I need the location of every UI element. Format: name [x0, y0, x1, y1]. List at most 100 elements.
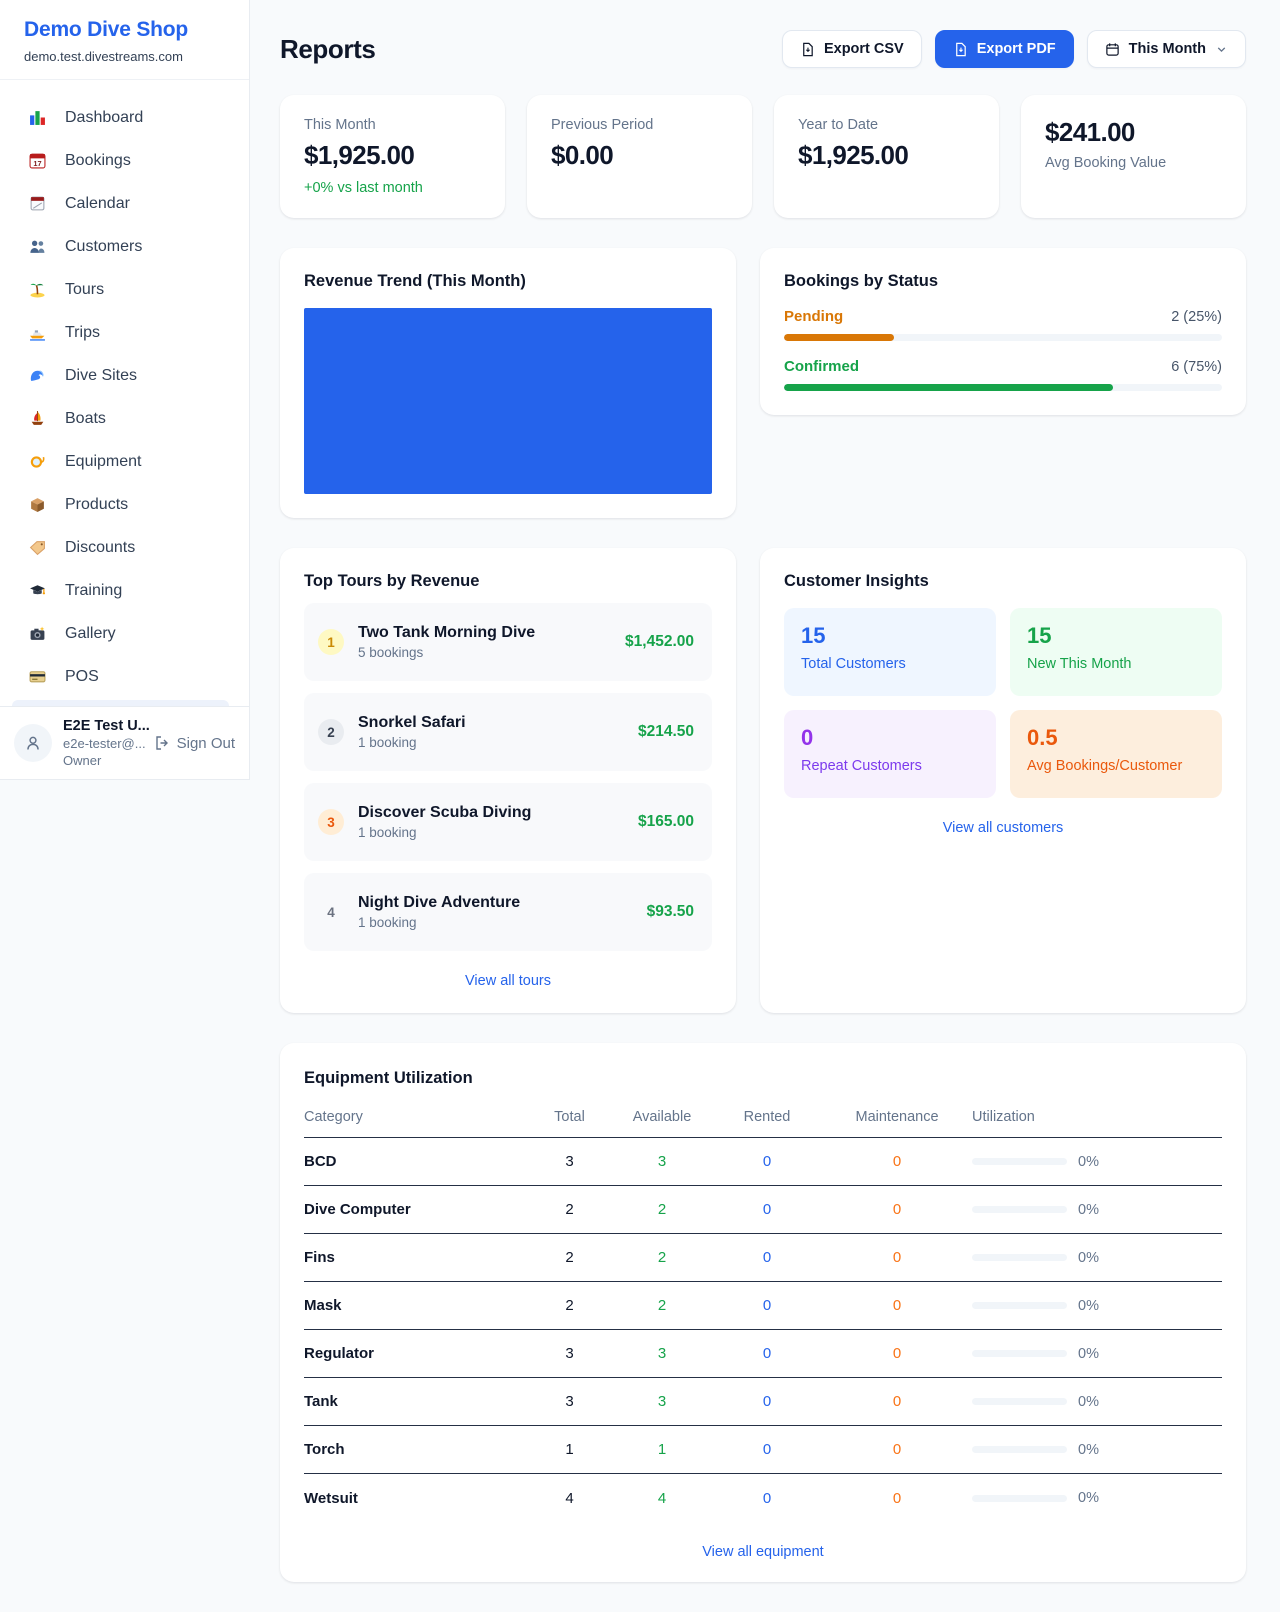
sidebar-item-bookings[interactable]: 17 Bookings: [28, 139, 239, 182]
top-tours-card: Top Tours by Revenue 1 Two Tank Morning …: [280, 548, 736, 1013]
tour-name: Two Tank Morning Dive: [358, 624, 536, 641]
customer-insights-card: Customer Insights 15 Total Customers 15 …: [760, 548, 1246, 1013]
sidebar-item-label: Dive Sites: [65, 366, 138, 384]
equipment-category: Dive Computer: [304, 1201, 411, 1218]
view-all-customers-link[interactable]: View all customers: [942, 820, 1064, 836]
user-email: e2e-tester@...: [63, 736, 146, 751]
sidebar-item-label: Discounts: [65, 538, 136, 556]
rank-badge: 3: [318, 809, 344, 835]
svg-text:17: 17: [33, 159, 41, 168]
utilization-cell: 0%: [972, 1298, 1222, 1314]
sidebar-item-gallery[interactable]: Gallery: [28, 612, 239, 655]
header-actions: Export CSV Export PDF This Month: [781, 30, 1246, 68]
rank-badge: 4: [327, 904, 335, 920]
bar-chart-icon: [28, 109, 46, 127]
insight-value: 0: [801, 725, 814, 750]
stat-card-previous-period: Previous Period $0.00: [527, 95, 752, 218]
export-pdf-button[interactable]: Export PDF: [934, 30, 1074, 68]
sidebar-item-label: POS: [65, 667, 99, 685]
status-value: 6 (75%): [1171, 359, 1222, 375]
brand-domain: demo.test.divestreams.com: [24, 49, 183, 64]
sidebar-item-discounts[interactable]: Discounts: [28, 526, 239, 569]
price-tag-icon: [28, 539, 46, 557]
brand-name: Demo Dive Shop: [24, 18, 189, 41]
camera-flash-icon: [28, 625, 46, 643]
row-revenue-status: Revenue Trend (This Month) Bookings by S…: [280, 248, 1246, 518]
view-all-equipment-link[interactable]: View all equipment: [702, 1544, 824, 1560]
user-name: E2E Test U...: [63, 718, 150, 734]
sidebar-item-equipment[interactable]: Equipment: [28, 440, 239, 483]
export-csv-button[interactable]: Export CSV: [781, 30, 922, 68]
sidebar-item-label: Trips: [65, 323, 100, 341]
tour-row[interactable]: 2 Snorkel Safari 1 booking $214.50: [304, 693, 712, 771]
package-box-icon: [28, 496, 46, 514]
equipment-rented: 0: [762, 1297, 772, 1314]
status-progress-fill: [784, 334, 894, 341]
calendar-icon: [1105, 42, 1119, 56]
equipment-maintenance: 0: [892, 1153, 902, 1170]
stat-label: This Month: [304, 117, 376, 133]
utilization-bar: [972, 1158, 1067, 1165]
sidebar-item-trips[interactable]: Trips: [28, 311, 239, 354]
utilization-cell: 0%: [972, 1202, 1222, 1218]
utilization-bar: [972, 1350, 1067, 1357]
desert-island-icon: [28, 281, 46, 299]
table-row: Regulator 3 3 0 0 0%: [304, 1330, 1222, 1378]
stat-value: $241.00: [1045, 117, 1135, 147]
sailboat-icon: [28, 410, 46, 428]
sidebar-item-dive-sites[interactable]: Dive Sites: [28, 354, 239, 397]
equipment-total: 3: [565, 1153, 574, 1170]
sidebar-item-dashboard[interactable]: Dashboard: [28, 96, 239, 139]
logout-icon: [155, 736, 168, 750]
period-label: This Month: [1128, 41, 1206, 57]
sidebar-item-label: Gallery: [65, 624, 116, 642]
spiral-calendar-icon: [28, 195, 46, 213]
equipment-total: 4: [565, 1489, 574, 1507]
sidebar-item-products[interactable]: Products: [28, 483, 239, 526]
insight-tile-repeat-customers: 0 Repeat Customers: [784, 710, 996, 798]
view-all-tours-link[interactable]: View all tours: [465, 973, 551, 989]
table-row: BCD 3 3 0 0 0%: [304, 1138, 1222, 1186]
stat-card-avg-booking-value: $241.00 Avg Booking Value: [1021, 95, 1246, 218]
utilization-cell: 0%: [972, 1490, 1222, 1506]
tour-row[interactable]: 1 Two Tank Morning Dive 5 bookings $1,45…: [304, 603, 712, 681]
sidebar-item-label: Boats: [65, 409, 106, 427]
stat-cards: This Month $1,925.00 +0% vs last month P…: [280, 95, 1246, 218]
sidebar-item-training[interactable]: Training: [28, 569, 239, 612]
sidebar-item-tours[interactable]: Tours: [28, 268, 239, 311]
person-icon: [27, 736, 39, 750]
sign-out-button[interactable]: Sign Out: [154, 735, 235, 752]
tour-name: Snorkel Safari: [358, 714, 466, 731]
revenue-trend-card: Revenue Trend (This Month): [280, 248, 736, 518]
equipment-rented: 0: [762, 1201, 772, 1218]
period-dropdown[interactable]: This Month: [1086, 30, 1246, 68]
stat-value: $1,925.00: [798, 140, 909, 170]
utilization-label: 0%: [1078, 1249, 1099, 1266]
sidebar-item-calendar[interactable]: Calendar: [28, 182, 239, 225]
sidebar-item-pos[interactable]: POS: [28, 655, 239, 698]
sidebar-item-reports-partial[interactable]: [12, 700, 229, 706]
equipment-available: 3: [657, 1153, 667, 1170]
equipment-total: 3: [565, 1393, 574, 1410]
user-role: Owner: [63, 753, 102, 768]
equipment-rented: 0: [762, 1489, 772, 1507]
export-pdf-label: Export PDF: [976, 41, 1056, 57]
tour-row[interactable]: 4 Night Dive Adventure 1 booking $93.50: [304, 873, 712, 951]
sidebar-item-customers[interactable]: Customers: [28, 225, 239, 268]
tour-bookings: 1 booking: [358, 915, 417, 930]
sidebar-item-boats[interactable]: Boats: [28, 397, 239, 440]
insight-tile-new-this-month: 15 New This Month: [1010, 608, 1222, 696]
table-row: Torch 1 1 0 0 0%: [304, 1426, 1222, 1474]
tour-row[interactable]: 3 Discover Scuba Diving 1 booking $165.0…: [304, 783, 712, 861]
graduation-cap-icon: [28, 582, 46, 600]
utilization-label: 0%: [1078, 1297, 1099, 1314]
tour-amount: $93.50: [646, 903, 694, 920]
equipment-rented: 0: [762, 1153, 772, 1170]
utilization-bar: [972, 1398, 1067, 1405]
sidebar-item-label: Calendar: [65, 194, 130, 212]
sidebar-item-label: Bookings: [65, 151, 131, 169]
equipment-maintenance: 0: [892, 1393, 902, 1410]
tour-bookings: 1 booking: [358, 735, 417, 750]
utilization-bar: [972, 1254, 1067, 1261]
equipment-total: 2: [565, 1297, 574, 1314]
